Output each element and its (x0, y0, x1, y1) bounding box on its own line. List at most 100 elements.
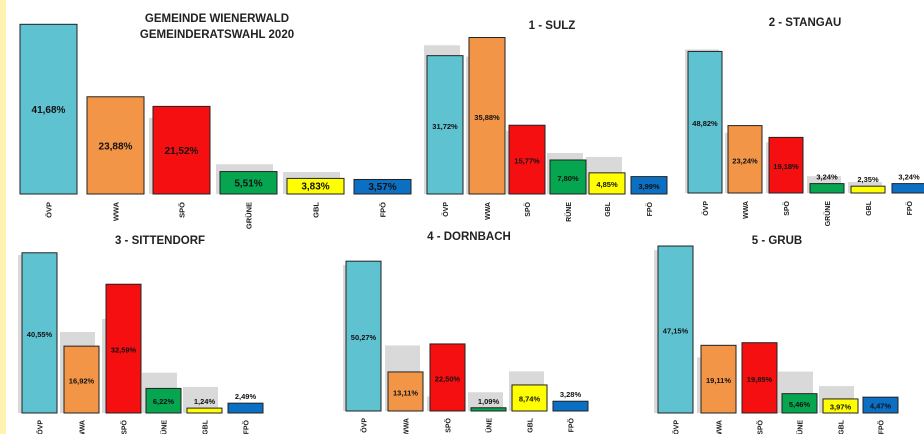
category-label-gbl: GBL (312, 202, 321, 218)
category-label-wwa: WWA (717, 420, 724, 434)
bar-üne (145, 387, 182, 414)
bar-üne (470, 407, 507, 412)
value-label-fpö: 3,99% (638, 182, 660, 191)
value-label-gbl: 1,24% (194, 397, 216, 406)
value-label-wwa: 35,88% (474, 113, 500, 122)
category-label-üne: ÜNE (160, 420, 169, 434)
value-label-wwa: 13,11% (393, 388, 418, 397)
category-label-övp: ÖVP (45, 202, 54, 218)
category-label-üne: ÜNE (485, 418, 494, 433)
value-label-spö: 21,52% (165, 146, 199, 157)
bar-spö (508, 124, 546, 195)
bar-fpö (353, 178, 412, 195)
value-label-wwa: 23,24% (732, 156, 758, 165)
bar-spö (152, 105, 211, 195)
value-label-üne: 6,22% (153, 397, 175, 406)
value-label-övp: 40,55% (27, 330, 53, 339)
bar-spö (741, 342, 778, 414)
bar-gbl (850, 185, 886, 194)
bar-wwa (700, 344, 737, 414)
value-label-spö: 15,77% (514, 157, 540, 166)
category-label-wwa: WWA (112, 201, 121, 221)
category-label-övp: ÖVP (672, 420, 681, 434)
bar-gbl (588, 172, 626, 195)
bar-wwa (727, 125, 763, 194)
value-label-spö: 19,18% (773, 162, 799, 171)
bar-grüne (219, 171, 278, 195)
chart-subtitle: GEMEINDERATSWAHL 2020 (140, 29, 294, 41)
chart-title: 3 - SITTENDORF (115, 235, 205, 247)
chart-title: 1 - SULZ (529, 20, 576, 32)
category-label-spö: SPÖ (120, 419, 129, 434)
value-label-fpö: 3,28% (560, 390, 582, 399)
bar-övp (19, 23, 78, 195)
value-label-gbl: 3,97% (830, 402, 852, 411)
bar-fpö (862, 396, 899, 414)
chart-title: 4 - DORNBACH (427, 231, 511, 243)
bar-üne (781, 393, 818, 414)
value-label-fpö: 4,47% (870, 402, 892, 411)
bar-spö (429, 343, 466, 412)
value-label-fpö: 2,49% (235, 392, 257, 401)
category-label-grüne: GRÜNE (823, 201, 832, 227)
chart-5: 4 - DORNBACH 50,27% ÖVP 13,11% WWA 22,50% SPÖ 1… (343, 231, 589, 434)
value-label-üne: 5,46% (789, 400, 811, 409)
chart-1: GEMEINDE WIENERWALD GEMEINDERATSWAHL 2020… (19, 13, 412, 229)
bar-fpö (891, 183, 924, 194)
category-label-wwa: WWA (485, 202, 492, 220)
category-label-gbl: GBL (203, 419, 210, 434)
category-label-spö: SPÖ (782, 200, 791, 215)
category-label-fpö: FPÖ (379, 202, 388, 218)
value-label-wwa: 23,88% (99, 141, 133, 152)
category-label-fpö: FPÖ (645, 201, 654, 216)
chart-2: 1 - SULZ 31,72% ÖVP 35,88% WWA 15,77% SPÖ 7,80%… (424, 20, 668, 222)
chart-6: 5 - GRUB 47,15% ÖVP 19,11% WWA 19,85% SPÖ 5,46%… (654, 235, 899, 434)
category-label-gbl: GBL (866, 200, 873, 216)
bar-wwa (468, 37, 506, 195)
value-label-övp: 31,72% (432, 122, 458, 131)
value-label-övp: 48,82% (692, 119, 718, 128)
category-label-rüne: RÜNE (564, 202, 573, 222)
bar-gbl (822, 398, 859, 414)
left-accent-strip (0, 0, 6, 434)
value-label-fpö: 3,57% (368, 182, 396, 193)
category-label-spö: SPÖ (523, 201, 532, 216)
bar-gbl (186, 407, 223, 414)
category-label-spö: SPÖ (178, 202, 187, 218)
category-label-övp: ÖVP (701, 201, 710, 216)
category-label-övp: ÖVP (36, 420, 45, 434)
value-label-övp: 50,27% (351, 333, 377, 342)
value-label-spö: 32,59% (111, 346, 137, 355)
category-label-fpö: FPÖ (877, 419, 886, 434)
value-label-fpö: 3,24% (898, 173, 920, 182)
category-label-üne: ÜNE (796, 420, 805, 434)
bar-gbl (286, 177, 345, 195)
chart-title: 2 - STANGAU (769, 17, 842, 29)
bar-spö (105, 283, 142, 414)
bar-wwa (63, 345, 100, 414)
value-label-gbl: 2,35% (857, 175, 879, 184)
chart-title: GEMEINDE WIENERWALD (145, 13, 289, 25)
bar-övp (345, 260, 382, 412)
bar-rüne (549, 159, 587, 195)
category-label-grüne: GRÜNE (245, 202, 254, 229)
category-label-fpö: FPÖ (905, 200, 914, 215)
value-label-wwa: 19,11% (706, 376, 731, 385)
category-label-wwa: WWA (743, 201, 750, 219)
bar-fpö (227, 402, 264, 414)
category-label-fpö: FPÖ (242, 419, 251, 434)
value-label-grüne: 5,51% (234, 178, 262, 189)
chart-3: 2 - STANGAU 48,82% ÖVP 23,24% WWA 19,18% SPÖ 3,… (685, 17, 924, 226)
bar-grüne (809, 183, 845, 194)
category-label-gbl: GBL (528, 417, 535, 433)
category-label-spö: SPÖ (444, 417, 453, 432)
category-label-wwa: WWA (80, 420, 87, 434)
value-label-övp: 41,68% (32, 105, 66, 116)
value-label-rüne: 7,80% (557, 174, 579, 183)
bar-wwa (86, 96, 145, 195)
category-label-övp: ÖVP (360, 418, 369, 433)
category-label-gbl: GBL (605, 201, 612, 217)
bar-wwa (387, 371, 424, 412)
previous-bar-üne (468, 392, 503, 411)
